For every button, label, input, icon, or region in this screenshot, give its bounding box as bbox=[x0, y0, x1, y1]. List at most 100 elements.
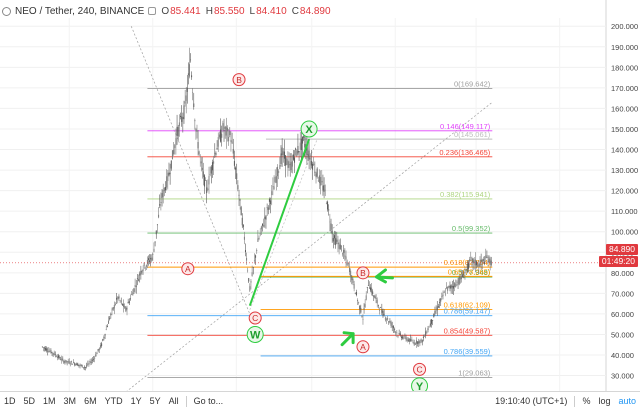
symbol-title[interactable]: NEO / Tether, 240, BINANCE bbox=[15, 5, 145, 17]
candle-body bbox=[469, 259, 471, 262]
candle-body bbox=[116, 297, 118, 300]
candle-body bbox=[169, 172, 171, 175]
candle-body bbox=[211, 162, 213, 171]
candle-body bbox=[263, 225, 265, 227]
y-tick-label: 70.000 bbox=[611, 289, 634, 298]
candle-body bbox=[171, 150, 173, 160]
range-5y-button[interactable]: 5Y bbox=[149, 396, 161, 406]
candle-body bbox=[444, 293, 446, 295]
candle-body bbox=[197, 142, 199, 149]
elliott-wave-label: B bbox=[236, 75, 242, 85]
y-tick-label: 150.000 bbox=[611, 125, 638, 134]
candle-body bbox=[277, 166, 279, 177]
range-1m-button[interactable]: 1M bbox=[43, 396, 56, 406]
candle-body bbox=[463, 277, 465, 279]
candle-body bbox=[275, 176, 277, 183]
candle-body bbox=[414, 343, 416, 345]
range-1y-button[interactable]: 1Y bbox=[130, 396, 142, 406]
candle-body bbox=[347, 263, 349, 265]
candle-body bbox=[91, 359, 93, 361]
candle-body bbox=[61, 358, 63, 361]
candle-body bbox=[359, 305, 361, 310]
candle-body bbox=[95, 354, 97, 357]
candle-body bbox=[241, 217, 243, 226]
candle-body bbox=[340, 245, 342, 247]
range-3m-button[interactable]: 3M bbox=[63, 396, 77, 406]
candle-body bbox=[104, 334, 106, 336]
candle-body bbox=[68, 361, 70, 364]
goto-button[interactable]: Go to... bbox=[193, 396, 224, 406]
range-5d-button[interactable]: 5D bbox=[23, 396, 36, 406]
candle-body bbox=[170, 160, 172, 169]
candle-body bbox=[399, 333, 401, 335]
candle-body bbox=[270, 200, 272, 205]
candle-body bbox=[70, 361, 72, 363]
log-toggle[interactable]: log bbox=[598, 396, 611, 406]
candle-body bbox=[374, 296, 376, 299]
candle-body bbox=[41, 346, 43, 348]
visibility-icon[interactable] bbox=[148, 7, 157, 15]
candle-body bbox=[289, 164, 291, 166]
candle-body bbox=[181, 116, 183, 122]
candle-body bbox=[237, 185, 239, 190]
candle-body bbox=[142, 269, 144, 271]
elliott-wave-label-circle bbox=[300, 120, 318, 138]
candle-body bbox=[82, 367, 84, 368]
candle-body bbox=[43, 347, 45, 349]
elliott-wave-label-circle bbox=[356, 340, 370, 354]
range-ytd-button[interactable]: YTD bbox=[104, 396, 123, 406]
candle-body bbox=[167, 172, 169, 182]
candle-body bbox=[182, 117, 184, 120]
candle-body bbox=[103, 337, 105, 339]
candle-body bbox=[166, 176, 168, 188]
candle-body bbox=[323, 185, 325, 192]
candle-body bbox=[488, 256, 490, 262]
candle-body bbox=[83, 367, 85, 368]
elliott-wave-label: C bbox=[416, 365, 422, 375]
candle-body bbox=[81, 364, 83, 368]
candle-body bbox=[180, 115, 182, 117]
candle-body bbox=[318, 175, 320, 184]
candle-body bbox=[335, 238, 337, 246]
elliott-wave-label: A bbox=[360, 342, 366, 352]
candle-body bbox=[165, 186, 167, 191]
candle-body bbox=[124, 305, 126, 309]
fib-level-label: 0.5(77.948) bbox=[452, 268, 491, 277]
candle-body bbox=[296, 150, 298, 157]
candle-body bbox=[73, 361, 75, 363]
range-all-button[interactable]: All bbox=[168, 396, 179, 406]
candle-body bbox=[149, 260, 151, 263]
candle-body bbox=[292, 154, 294, 160]
fib-level-label: 0.5(99.352) bbox=[452, 224, 491, 233]
candle-body bbox=[273, 186, 275, 190]
candle-body bbox=[317, 180, 319, 182]
candle-body bbox=[218, 134, 220, 138]
candle-body bbox=[141, 270, 143, 273]
candle-body bbox=[238, 194, 240, 196]
chart-header: NEO / Tether, 240, BINANCE O 85.441 H 85.5… bbox=[2, 2, 331, 20]
candle-body bbox=[398, 333, 400, 335]
candle-body bbox=[455, 283, 457, 288]
candle-body bbox=[278, 171, 280, 173]
candle-body bbox=[354, 292, 356, 294]
countdown-badge: 01:49:20 bbox=[598, 256, 638, 267]
candle-body bbox=[337, 242, 339, 245]
candle-body bbox=[430, 319, 432, 324]
candle-body bbox=[436, 306, 438, 311]
auto-toggle[interactable]: auto bbox=[618, 396, 636, 406]
fib-level-label: 0.618(62.109) bbox=[444, 301, 491, 310]
candle-body bbox=[79, 364, 81, 366]
percent-toggle[interactable]: % bbox=[582, 396, 591, 406]
range-6m-button[interactable]: 6M bbox=[84, 396, 97, 406]
candle-body bbox=[240, 207, 242, 216]
candle-body bbox=[53, 352, 55, 355]
candle-body bbox=[76, 363, 78, 366]
candle-body bbox=[156, 224, 158, 226]
range-1d-button[interactable]: 1D bbox=[4, 396, 16, 406]
y-tick-label: 60.000 bbox=[611, 310, 634, 319]
candle-body bbox=[192, 92, 194, 93]
candle-body bbox=[225, 126, 227, 136]
candle-body bbox=[190, 59, 192, 61]
candle-body bbox=[470, 257, 472, 259]
